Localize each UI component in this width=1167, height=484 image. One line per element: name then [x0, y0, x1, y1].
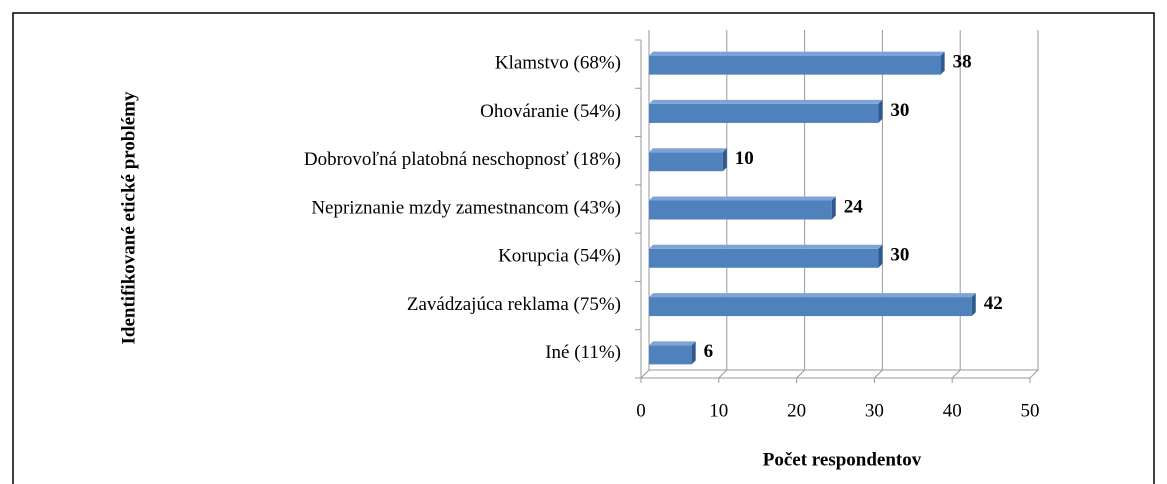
x-tick-label: 30 [865, 400, 884, 421]
y-tick-label: Iné (11%) [545, 342, 621, 363]
y-tick-label: Klamstvo (68%) [495, 53, 621, 74]
bar [649, 345, 692, 365]
bar-end [691, 341, 696, 365]
bar-end [722, 148, 727, 172]
value-label: 10 [735, 148, 754, 169]
bar [649, 55, 941, 75]
x-tick-label: 40 [943, 400, 962, 421]
bar [649, 103, 879, 123]
bar-top [649, 148, 727, 153]
y-tick-label: Zavádzajúca reklama (75%) [407, 294, 621, 315]
x-tick-label: 10 [709, 400, 728, 421]
bar-end [831, 196, 836, 220]
bar [649, 297, 972, 317]
x-tick-label: 50 [1021, 400, 1040, 421]
frame [12, 12, 1155, 484]
bar-top [649, 196, 836, 201]
bar-top [649, 293, 976, 298]
x-tick-label: 20 [787, 400, 806, 421]
bar-top [649, 51, 945, 56]
y-tick-label: Nepriznanie mzdy zamestnancom (43%) [311, 197, 621, 218]
grid-floor [796, 369, 805, 379]
value-label: 6 [704, 341, 714, 362]
y-tick-label: Dobrovoľná platobná neschopnosť (18%) [304, 149, 621, 170]
bar-end [971, 293, 976, 317]
bar-end [878, 99, 883, 123]
bar [649, 152, 723, 172]
bar [649, 248, 879, 268]
grid-floor [718, 369, 728, 379]
y-axis-title: Identifikované etické problémy [118, 91, 139, 344]
bar-top [649, 99, 883, 104]
grid-floor [874, 369, 883, 379]
x-axis-title: Počet respondentov [763, 449, 922, 470]
value-label: 24 [844, 196, 864, 217]
bar-top [649, 244, 883, 249]
bar [649, 200, 832, 220]
bar-top [649, 341, 696, 346]
grid-floor [951, 369, 961, 379]
y-tick-label: Ohováranie (54%) [480, 101, 621, 122]
bar-end [940, 51, 945, 75]
grid-floor [1029, 369, 1039, 379]
bar-end [878, 244, 883, 268]
grid-floor [640, 369, 650, 379]
value-label: 30 [890, 100, 909, 121]
value-label: 30 [890, 245, 909, 266]
value-label: 42 [984, 293, 1003, 314]
x-tick-label: 0 [636, 400, 646, 421]
y-tick-label: Korupcia (54%) [498, 246, 621, 267]
value-label: 38 [953, 52, 972, 73]
